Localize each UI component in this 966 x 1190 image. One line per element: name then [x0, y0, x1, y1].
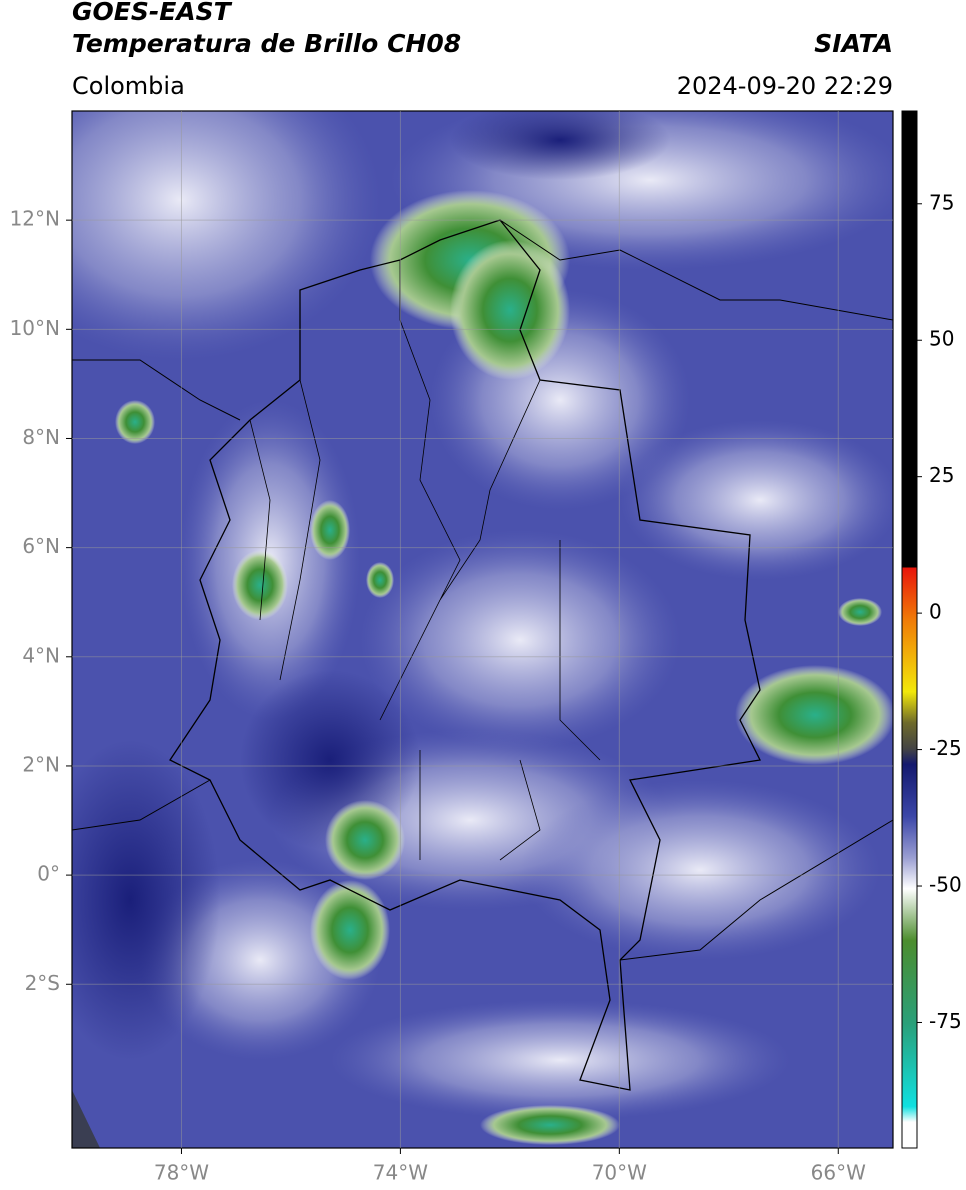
colorbar-tick-label: 75	[929, 190, 954, 214]
colorbar	[901, 110, 918, 1149]
lat-tick-label: 2°N	[22, 752, 60, 776]
lon-tick-label: 70°W	[592, 1161, 647, 1185]
colorbar-tick-label: -50	[929, 873, 962, 897]
colorbar-tick-label: 50	[929, 327, 954, 351]
colorbar-tick-label: -25	[929, 736, 962, 760]
colorbar-tick-label: 0	[929, 600, 942, 624]
satellite-image	[72, 111, 893, 1148]
subtitle: Temperatura de Brillo CH08	[72, 29, 461, 58]
lon-tick-label: 66°W	[811, 1161, 866, 1185]
lat-tick-label: 4°N	[22, 643, 60, 667]
title: GOES-EAST	[72, 0, 233, 26]
lon-tick-label: 74°W	[373, 1161, 428, 1185]
lat-tick-label: 2°S	[25, 971, 60, 995]
lat-tick-label: 8°N	[22, 425, 60, 449]
colorbar-tick-label: -75	[929, 1009, 962, 1033]
map-frame	[71, 110, 894, 1149]
lat-tick-label: 10°N	[10, 316, 60, 340]
colorbar-tick-label: 25	[929, 463, 954, 487]
lon-tick-label: 78°W	[154, 1161, 209, 1185]
lat-tick-label: 12°N	[10, 207, 60, 231]
lat-tick-label: 0°	[37, 862, 60, 886]
source: SIATA	[814, 29, 893, 58]
region: Colombia	[72, 72, 185, 100]
lat-tick-label: 6°N	[22, 534, 60, 558]
datetime: 2024-09-20 22:29	[677, 72, 893, 100]
